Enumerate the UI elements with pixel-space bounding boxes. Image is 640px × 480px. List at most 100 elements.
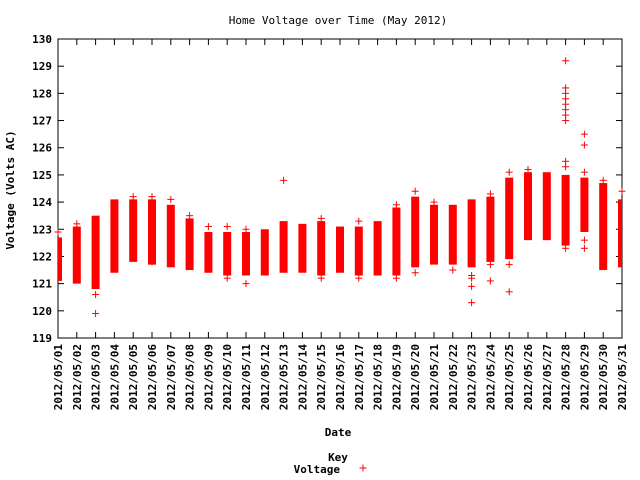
voltage-range-bar xyxy=(599,183,608,271)
outlier-point xyxy=(355,217,363,225)
outlier-point xyxy=(580,236,588,244)
outlier-point xyxy=(580,244,588,252)
x-axis-label: Date xyxy=(325,426,352,439)
y-axis: 119 120 121 122 123 124 125 126 127 128 129 130 xyxy=(32,33,622,345)
outlier-point xyxy=(392,274,400,282)
outlier-point xyxy=(148,193,156,201)
legend-marker xyxy=(359,464,367,472)
x-tick-label: 2012/05/26 xyxy=(522,344,535,411)
legend: Key Voltage xyxy=(294,451,367,476)
x-tick-label: 2012/05/01 xyxy=(52,344,65,411)
voltage-range-bar xyxy=(411,196,420,268)
voltage-range-bar xyxy=(260,229,269,276)
y-tick-label: 126 xyxy=(32,142,52,155)
legend-series-label: Voltage xyxy=(294,463,341,476)
outlier-point xyxy=(242,225,250,233)
y-tick-label: 120 xyxy=(32,305,52,318)
x-tick-label: 2012/05/30 xyxy=(597,344,610,410)
voltage-range-bar xyxy=(354,226,363,276)
outlier-point xyxy=(562,157,570,165)
voltage-range-bar xyxy=(392,207,401,276)
x-tick-label: 2012/05/28 xyxy=(560,344,573,410)
y-tick-label: 123 xyxy=(32,223,52,236)
voltage-range-bar xyxy=(204,231,213,273)
x-tick-label: 2012/05/07 xyxy=(165,344,178,410)
voltage-range-bar xyxy=(223,231,232,276)
voltage-range-bar xyxy=(148,199,156,265)
voltage-range-bar xyxy=(91,215,100,290)
x-tick-label: 2012/05/31 xyxy=(616,344,629,411)
voltage-boxes xyxy=(58,172,622,290)
x-tick-label: 2012/05/08 xyxy=(184,344,197,410)
x-tick-label: 2012/05/13 xyxy=(278,344,291,410)
outlier-point xyxy=(392,201,400,209)
outlier-point xyxy=(505,168,513,176)
voltage-range-bar xyxy=(166,204,175,268)
voltage-range-bar xyxy=(129,199,138,262)
outlier-point xyxy=(468,299,476,307)
voltage-range-bar xyxy=(524,172,532,241)
outlier-point xyxy=(411,269,419,277)
x-tick-label: 2012/05/04 xyxy=(108,344,121,411)
x-tick-label: 2012/05/03 xyxy=(90,344,103,410)
x-tick-label: 2012/05/21 xyxy=(428,344,441,411)
voltage-range-bar xyxy=(317,221,326,276)
outlier-point xyxy=(562,84,570,92)
y-tick-label: 124 xyxy=(32,196,52,209)
voltage-range-bar xyxy=(185,218,194,271)
x-tick-label: 2012/05/25 xyxy=(503,344,516,410)
plot-frame xyxy=(57,38,623,339)
x-tick-label: 2012/05/09 xyxy=(202,344,215,410)
voltage-range-bar xyxy=(505,177,514,260)
outlier-point xyxy=(223,274,231,282)
voltage-range-bar xyxy=(448,204,457,265)
x-tick-label: 2012/05/10 xyxy=(221,344,234,410)
x-tick-label: 2012/05/06 xyxy=(146,344,159,411)
outlier-point xyxy=(223,223,231,231)
chart-title: Home Voltage over Time (May 2012) xyxy=(229,14,448,27)
outlier-point xyxy=(92,310,100,318)
outlier-point xyxy=(242,280,250,288)
voltage-range-bar xyxy=(580,177,589,232)
outlier-point xyxy=(430,198,438,206)
outlier-point xyxy=(505,288,513,296)
x-axis: 2012/05/01 2012/05/02 2012/05/03 2012/05/04… xyxy=(52,39,629,410)
outlier-point xyxy=(562,244,570,252)
y-tick-label: 127 xyxy=(32,115,52,128)
x-tick-label: 2012/05/17 xyxy=(353,344,366,410)
voltage-range-bar xyxy=(373,221,382,276)
outlier-point xyxy=(186,212,194,220)
legend-title: Key xyxy=(328,451,348,464)
outlier-point xyxy=(599,176,607,184)
voltage-range-bar xyxy=(542,172,551,241)
outlier-point xyxy=(486,190,494,198)
voltage-range-bar xyxy=(72,226,81,284)
y-tick-label: 119 xyxy=(32,332,52,345)
outlier-point xyxy=(110,263,118,271)
x-tick-label: 2012/05/12 xyxy=(259,344,272,410)
outlier-point xyxy=(280,176,288,184)
outlier-point xyxy=(355,274,363,282)
y-tick-label: 129 xyxy=(32,60,52,73)
outlier-point xyxy=(54,228,62,236)
voltage-range-bar xyxy=(467,199,476,268)
outlier-point xyxy=(580,141,588,149)
x-tick-label: 2012/05/15 xyxy=(315,344,328,410)
x-tick-label: 2012/05/14 xyxy=(296,344,309,411)
x-tick-label: 2012/05/22 xyxy=(447,344,460,410)
outlier-point xyxy=(505,261,513,269)
y-tick-label: 128 xyxy=(32,87,52,100)
outlier-point xyxy=(468,282,476,290)
outlier-point xyxy=(580,130,588,138)
y-tick-label: 125 xyxy=(32,169,52,182)
outlier-point xyxy=(411,187,419,195)
voltage-range-bar xyxy=(110,199,119,273)
voltage-range-bar xyxy=(486,196,495,262)
voltage-range-bar xyxy=(58,237,62,281)
outlier-point xyxy=(129,193,137,201)
voltage-range-bar xyxy=(561,174,570,246)
outlier-point xyxy=(167,195,175,203)
x-tick-label: 2012/05/27 xyxy=(541,344,554,410)
x-tick-label: 2012/05/24 xyxy=(484,344,497,411)
